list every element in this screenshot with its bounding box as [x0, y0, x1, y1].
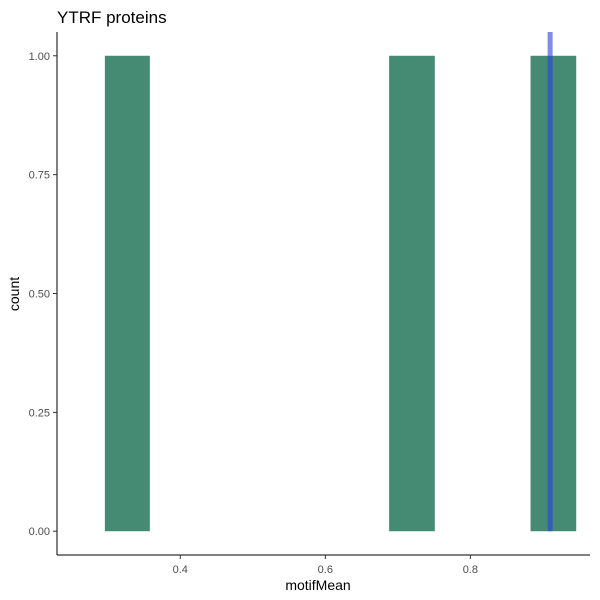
histogram-bar-1: [104, 55, 150, 532]
y-axis-title: count: [6, 277, 22, 311]
y-tick-label: 0.25: [29, 407, 50, 419]
x-tick-label: 0.4: [173, 564, 188, 576]
x-ticks: 0.4 0.6 0.8: [173, 555, 478, 576]
chart-title: YTRF proteins: [57, 8, 167, 27]
y-tick-label: 0.00: [29, 526, 50, 538]
x-tick-label: 0.8: [463, 564, 478, 576]
x-axis-title: motifMean: [285, 577, 350, 593]
x-tick-label: 0.6: [318, 564, 333, 576]
histogram-bar-3: [530, 55, 577, 532]
y-tick-label: 0.75: [29, 170, 50, 182]
histogram-bar-2: [389, 55, 435, 532]
y-tick-label: 0.50: [29, 289, 50, 301]
y-ticks: 0.00 0.25 0.50 0.75 1.00: [29, 51, 57, 538]
bars-layer: [104, 55, 577, 532]
y-tick-label: 1.00: [29, 51, 50, 63]
